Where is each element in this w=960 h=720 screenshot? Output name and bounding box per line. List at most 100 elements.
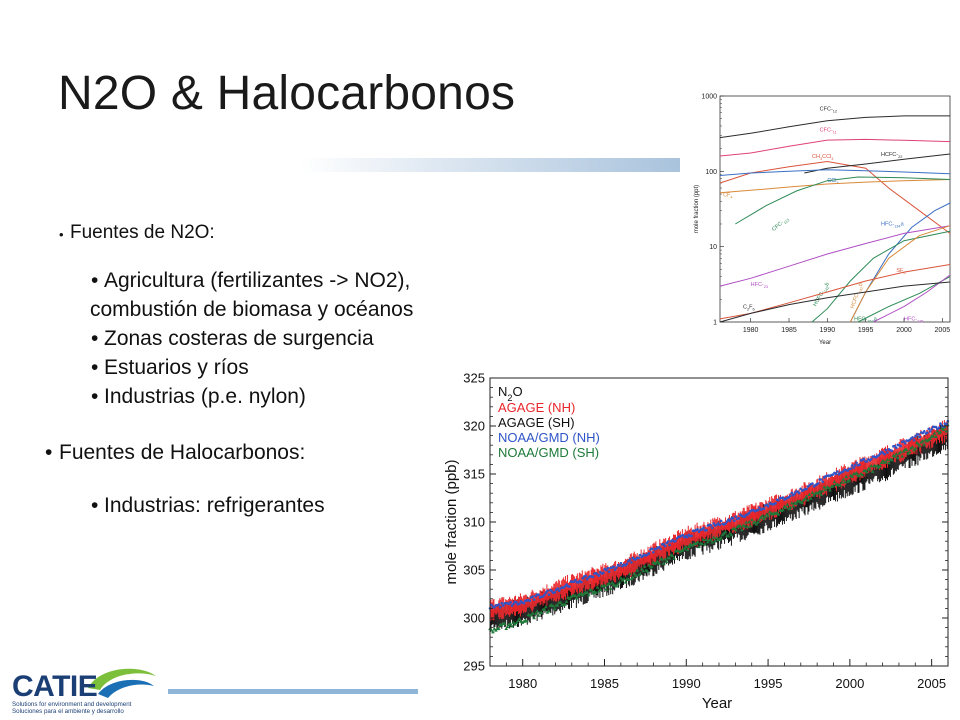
bullet-n2o-item-cont: combustión de biomasa y océanos (90, 298, 414, 321)
data-point (619, 561, 623, 565)
logo-tagline: Solutions for environment and developmen… (12, 701, 132, 708)
data-point (844, 474, 849, 479)
data-point (820, 489, 825, 493)
data-point (762, 516, 766, 520)
data-point (879, 460, 884, 465)
data-point (606, 566, 610, 570)
series-line (719, 225, 951, 287)
data-point (630, 561, 633, 564)
data-point (917, 433, 920, 436)
data-point (800, 500, 804, 505)
data-point (512, 602, 515, 606)
data-point (672, 556, 676, 560)
data-point (744, 520, 748, 524)
data-point (803, 496, 807, 501)
data-point (709, 524, 713, 527)
data-point (846, 469, 850, 472)
data-point (696, 528, 699, 531)
data-point (937, 426, 941, 430)
data-point (652, 550, 655, 554)
data-point (907, 449, 912, 454)
data-point (781, 496, 785, 499)
data-point (565, 583, 568, 586)
data-point (625, 562, 629, 566)
data-point (594, 590, 598, 594)
data-point (697, 530, 701, 534)
x-tick-label: 1980 (743, 327, 759, 334)
x-tick-label: 1985 (590, 676, 619, 691)
data-point (547, 593, 551, 596)
series-label: CFC-12 (820, 107, 837, 114)
data-point (660, 557, 665, 561)
legend-entry: NOAA/GMD (SH) (498, 445, 599, 460)
series-line (719, 281, 951, 323)
logo-text: CATIE (12, 670, 97, 703)
data-point (729, 533, 734, 537)
data-point (894, 452, 899, 456)
logo-swoosh-icon (88, 668, 156, 690)
data-point (598, 587, 603, 591)
data-point (806, 498, 810, 502)
data-point (522, 601, 526, 605)
y-tick-label: 315 (463, 467, 485, 482)
data-point (918, 443, 922, 448)
data-point (735, 524, 740, 529)
data-point (517, 616, 522, 621)
data-point (616, 582, 620, 586)
data-point (728, 519, 732, 523)
data-point (887, 460, 891, 465)
data-point (838, 483, 843, 487)
data-point (608, 586, 613, 590)
data-point (719, 519, 723, 523)
data-point (574, 578, 577, 582)
y-axis-label: mole fraction (ppt) (694, 185, 700, 233)
data-point (807, 492, 812, 496)
data-point (551, 603, 556, 608)
data-point (610, 581, 614, 585)
data-point (903, 441, 907, 445)
x-tick-label: 2000 (835, 676, 864, 691)
data-point (788, 505, 793, 509)
data-point (862, 457, 866, 461)
y-tick-label: 1 (713, 320, 717, 327)
data-point (849, 467, 852, 471)
data-point (701, 537, 706, 541)
data-point (497, 603, 501, 606)
data-point (842, 480, 847, 484)
data-point (706, 540, 710, 544)
data-point (945, 422, 948, 426)
data-point (690, 534, 693, 538)
data-point (762, 507, 766, 511)
data-point (767, 509, 772, 514)
data-point (536, 613, 541, 617)
data-point (832, 479, 837, 484)
data-point (645, 569, 650, 573)
data-point (725, 520, 729, 523)
data-point (901, 449, 906, 453)
data-point (525, 619, 529, 623)
data-point (793, 492, 797, 495)
series-line (719, 179, 951, 194)
data-point (626, 577, 631, 582)
x-axis-label: Year (702, 695, 732, 712)
data-point (705, 528, 708, 532)
data-point (934, 425, 938, 429)
data-point (697, 544, 701, 549)
data-point (935, 429, 940, 433)
data-point (869, 464, 874, 468)
data-point (564, 599, 569, 603)
data-point (579, 580, 583, 584)
data-point (585, 590, 589, 595)
data-point (913, 446, 918, 450)
data-point (489, 628, 494, 632)
data-point (733, 519, 736, 522)
data-point (763, 514, 768, 519)
data-point (681, 533, 685, 537)
data-point (659, 547, 663, 551)
data-point (537, 593, 540, 596)
data-point (723, 530, 728, 534)
data-point (552, 606, 557, 611)
data-point (491, 630, 495, 634)
data-point (530, 611, 535, 615)
data-point (731, 516, 735, 520)
